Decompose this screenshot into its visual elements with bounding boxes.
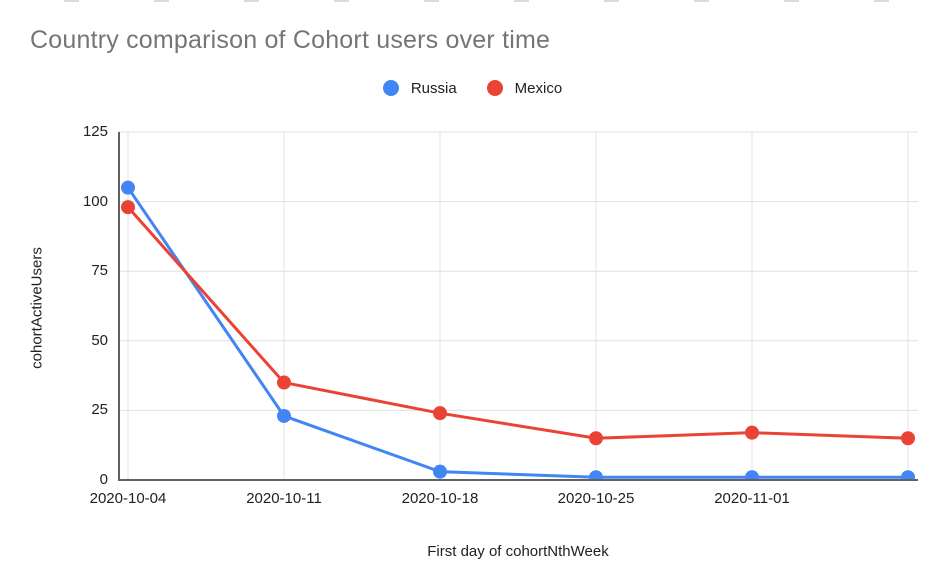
- data-point-russia[interactable]: [277, 408, 291, 423]
- data-point-mexico[interactable]: [433, 406, 447, 421]
- data-point-mexico[interactable]: [901, 431, 915, 446]
- x-tick-label: 2020-10-04: [89, 490, 167, 507]
- data-point-russia[interactable]: [433, 464, 447, 479]
- data-point-russia[interactable]: [745, 470, 759, 481]
- x-tick-label: 2020-10-25: [557, 490, 635, 507]
- data-point-mexico[interactable]: [277, 375, 291, 390]
- chart-legend: Russia Mexico: [0, 78, 945, 98]
- x-tick-label: 2020-11-01: [714, 490, 790, 507]
- legend-dot-icon: [486, 80, 503, 96]
- y-tick-label: 75: [91, 262, 108, 280]
- y-tick-label: 100: [82, 192, 108, 210]
- chart-title: Country comparison of Cohort users over …: [30, 26, 551, 54]
- y-axis-title: cohortActiveUsers: [28, 247, 46, 369]
- x-axis-title: First day of cohortNthWeek: [427, 543, 609, 560]
- legend-label: Mexico: [514, 79, 563, 97]
- data-point-russia[interactable]: [901, 470, 915, 481]
- series-line-russia: [126, 186, 908, 479]
- legend-dot-icon: [382, 80, 399, 96]
- cropped-text-artifacts: [0, 0, 945, 2]
- legend-item-mexico[interactable]: Mexico: [486, 79, 563, 97]
- plot-area: [118, 131, 918, 481]
- x-tick-label: 2020-10-18: [401, 490, 479, 507]
- y-tick-label: 50: [91, 331, 108, 349]
- legend-label: Russia: [410, 79, 457, 97]
- y-tick-label: 25: [91, 401, 108, 419]
- data-point-mexico[interactable]: [745, 425, 759, 440]
- data-point-russia[interactable]: [121, 180, 135, 195]
- y-tick-label: 125: [82, 123, 108, 140]
- y-tick-label: 0: [99, 471, 108, 488]
- series-line-mexico: [126, 206, 909, 440]
- data-point-russia[interactable]: [589, 470, 603, 481]
- data-point-mexico[interactable]: [589, 431, 603, 446]
- x-tick-label: 2020-10-11: [246, 490, 322, 507]
- legend-item-russia[interactable]: Russia: [382, 79, 457, 97]
- data-point-mexico[interactable]: [121, 200, 135, 215]
